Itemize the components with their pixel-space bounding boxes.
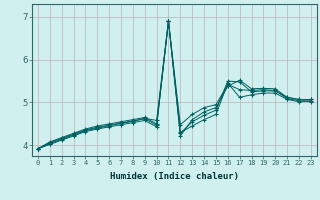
X-axis label: Humidex (Indice chaleur): Humidex (Indice chaleur) — [110, 172, 239, 181]
